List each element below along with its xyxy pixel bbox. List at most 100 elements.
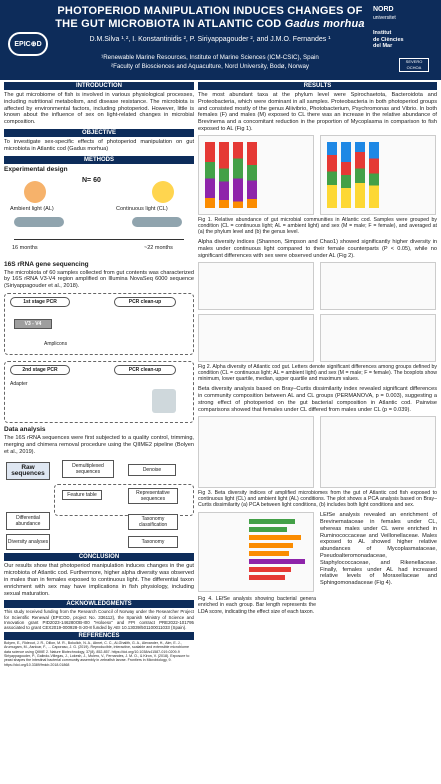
fig1b-bar-1	[327, 141, 337, 208]
qiime-panel	[54, 484, 194, 517]
lefse-bar-8	[249, 575, 285, 581]
lefse-bar-1	[249, 519, 295, 525]
m22-label: ~22 months	[144, 244, 173, 251]
nord-logo: NORD universitet	[373, 6, 435, 22]
pipeline-figure: Raw sequences Demultiplexed sequences De…	[4, 458, 194, 551]
ref-1: Bolyen, E., Rideout, J. R., Dillon, M. R…	[4, 641, 189, 654]
refs-heading: REFERENCES	[4, 632, 194, 641]
lefse-bar-6	[249, 559, 305, 565]
right-column: RESULTS The most abundant taxa at the ph…	[198, 82, 437, 782]
fig3a-pca	[198, 415, 314, 488]
pcr2-label: 2nd stage PCR	[10, 364, 70, 375]
timeline-arrow	[14, 238, 184, 240]
lefse-bar-4	[249, 543, 293, 549]
fig4-panel: LEfSe analysis revealed an enrichment of…	[198, 512, 437, 616]
cod-fish-icon-cl	[132, 216, 182, 227]
adapter-label: Adapter	[10, 380, 28, 387]
affiliation-1: ¹Renewable Marine Resources, Institute o…	[101, 54, 319, 61]
rep-box: Representative sequences	[128, 488, 178, 505]
fig2-shannon-plot	[320, 261, 436, 310]
results-text-3: Beta diversity analysis based on Bray–Cu…	[198, 386, 437, 413]
fig1-panel	[198, 134, 437, 215]
clean2-label: PCR clean-up	[114, 364, 176, 375]
methods-heading: METHODS	[4, 155, 194, 164]
v3v4-label: V3 - V4	[14, 318, 52, 329]
denoise-box: Denoise	[128, 464, 176, 477]
pcr1-panel	[4, 292, 194, 355]
title-line2: THE GUT MICROBIOTA IN ATLANTIC COD Gadus…	[55, 18, 365, 31]
fig4-lefse-plot	[198, 512, 314, 593]
lefse-bar-7	[249, 567, 291, 573]
diffab-box: Differential abundance	[6, 512, 50, 531]
fig2-simpson-plot	[320, 313, 436, 362]
amplicons-label: Amplicons	[44, 340, 68, 347]
results-heading: RESULTS	[198, 82, 437, 90]
poster-title: PHOTOPERIOD MANIPULATION INDUCES CHANGES…	[55, 5, 365, 31]
objective-text: To investigate sex-specific effects of p…	[4, 138, 194, 152]
fig3b-pca	[320, 415, 436, 488]
icm-line2: de Ciències	[373, 36, 404, 43]
sun-icon	[24, 180, 46, 203]
sequencer-icon	[152, 388, 176, 413]
fig1a-bar-1	[205, 141, 215, 208]
objective-heading: OBJECTIVE	[4, 128, 194, 137]
fig2-panel	[198, 261, 437, 362]
al-label: Ambient light (AL)	[10, 205, 54, 212]
fig1a-plot	[198, 134, 314, 215]
fig1b-plot	[320, 134, 436, 215]
icm-line1: Institut	[373, 30, 392, 36]
poster-header: EPIC⊕D PHOTOPERIOD MANIPULATION INDUCES …	[0, 0, 441, 80]
seq-title: 16S rRNA gene sequencing	[4, 260, 89, 268]
title-line2-plain: THE GUT MICROBIOTA IN ATLANTIC COD	[55, 18, 285, 30]
lefse-bar-5	[249, 551, 289, 557]
ack-text: This study received funding from the Res…	[4, 609, 194, 630]
clean1-label: PCR clean-up	[114, 296, 176, 307]
title-line2-italic: Gadus morhua	[284, 18, 365, 30]
light-icon	[152, 180, 174, 203]
pcr1-label: 1st stage PCR	[10, 296, 70, 307]
severo-ochoa-text: SEVERO OCHOA	[405, 59, 423, 70]
fig1a-bar-3	[233, 141, 243, 208]
fig1b-bar-4	[369, 141, 379, 208]
da-title: Data analysis	[4, 425, 46, 433]
affiliation-2: ²Faculty of Biosciences and Aquaculture,…	[111, 63, 309, 70]
da-text: The 16S rRNA sequences were first subjec…	[4, 434, 194, 455]
demux-box: Demultiplexed sequences	[62, 460, 114, 479]
fig2-caption: Fig 2. Alpha diversity of Atlantic cod g…	[198, 363, 437, 383]
pcr-figure: 1st stage PCR PCR clean-up V3 - V4 Ampli…	[4, 292, 194, 423]
m16-label: 16 months	[12, 244, 38, 251]
epicod-logo-text: EPIC⊕D	[14, 41, 42, 48]
fig2-observed-plot	[198, 261, 314, 310]
fig4-caption: Fig 4. LEfSe analysis showing bacterial …	[198, 596, 316, 615]
fig3-panel	[198, 415, 437, 488]
fig1a-bar-2	[219, 141, 229, 208]
authors: D.M.Silva ¹˒², I. Konstantinidis ², P. S…	[89, 36, 331, 43]
pcr2-panel	[4, 360, 194, 423]
tax-box: Taxonomy classification	[128, 514, 178, 531]
lefse-bar-2	[249, 527, 287, 533]
exp-design-figure: N= 60 Ambient light (AL) Continuous ligh…	[4, 173, 194, 261]
conclusion-text: Our results show that photoperiod manipu…	[4, 563, 194, 597]
conclusion-heading: CONCLUSION	[4, 553, 194, 562]
fig1a-bar-4	[247, 141, 257, 208]
nord-logo-text: NORD	[373, 6, 394, 13]
results-text-4: LEfSe analysis revealed an enrichment of…	[320, 512, 437, 587]
intro-text: The gut microbiome of fish is involved i…	[4, 92, 194, 126]
n-label: N= 60	[82, 176, 101, 184]
ref-2: Siriyappagouder, P., Galindo-Villegas, J…	[4, 654, 190, 667]
div-box: Diversity analyses	[6, 534, 50, 551]
severo-ochoa-logo: SEVERO OCHOA	[399, 58, 429, 72]
raw-box: Raw sequences	[6, 462, 50, 481]
lefse-bar-3	[249, 535, 301, 541]
taxo-box: Taxonomy	[128, 536, 178, 549]
fig1b-bar-3	[355, 141, 365, 208]
cod-fish-icon-al	[14, 216, 64, 227]
results-text-2: Alpha diversity indices (Shannon, Simpso…	[198, 239, 437, 259]
epicod-logo: EPIC⊕D	[8, 32, 48, 56]
fig1-caption: Fig 1. Relative abundance of gut microbi…	[198, 216, 437, 236]
nord-logo-sub: universitet	[373, 15, 396, 21]
exp-design-title: Experimental design	[4, 165, 68, 173]
cl-label: Continuous light (CL)	[116, 205, 168, 212]
title-line1: PHOTOPERIOD MANIPULATION INDUCES CHANGES…	[57, 5, 363, 17]
icm-logo: Institut de Ciències del Mar	[373, 30, 435, 50]
